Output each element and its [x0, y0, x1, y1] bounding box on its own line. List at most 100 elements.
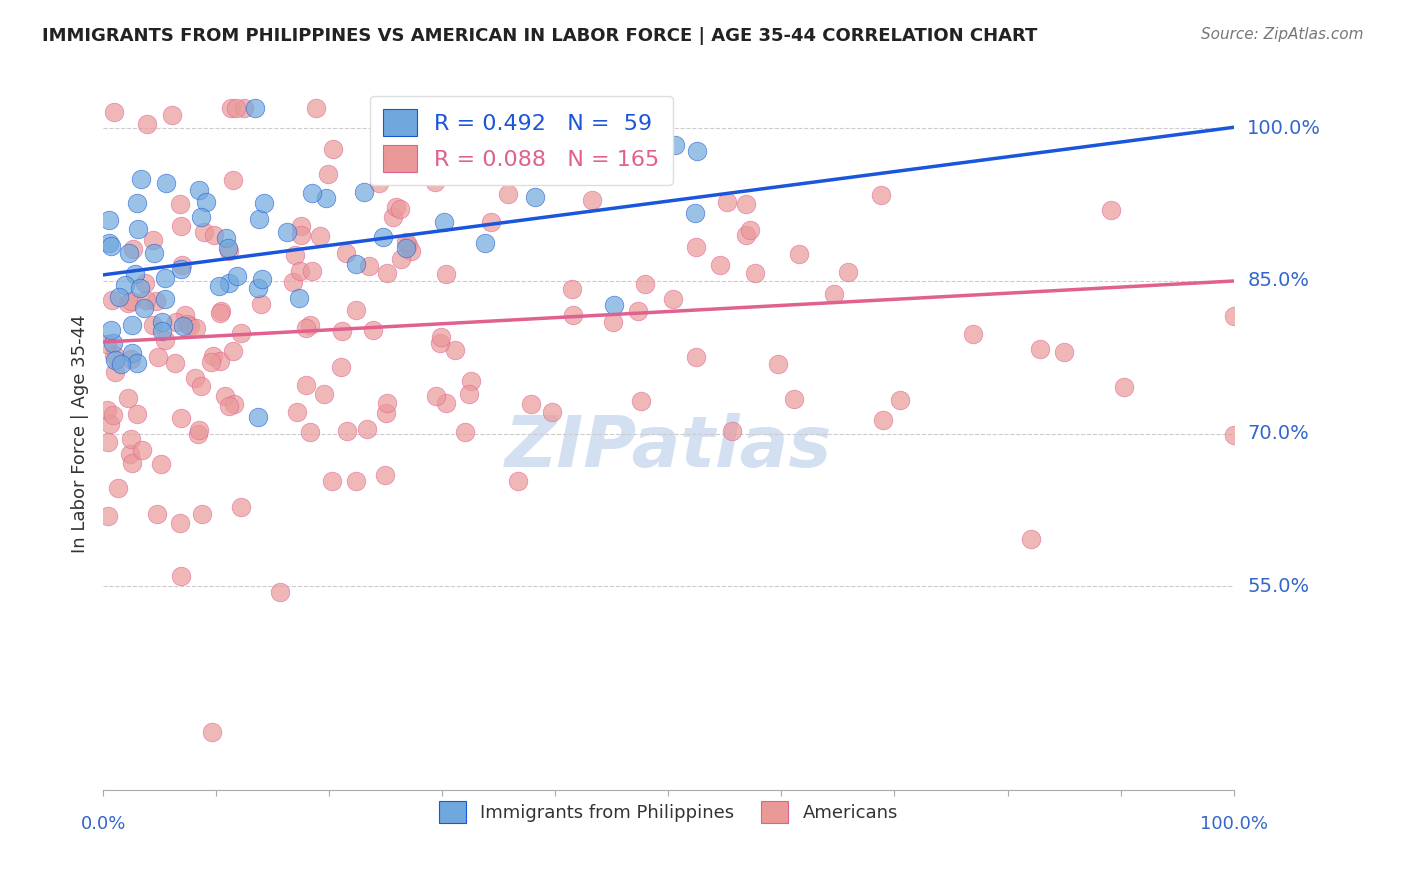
Point	[121, 318, 143, 332]
Point	[218, 277, 240, 291]
Point	[395, 241, 418, 255]
Point	[150, 457, 173, 471]
Point	[454, 425, 477, 439]
Point	[738, 223, 761, 237]
Point	[117, 391, 139, 405]
Point	[222, 397, 245, 411]
Point	[581, 193, 603, 207]
Point	[541, 404, 564, 418]
Point	[1222, 310, 1244, 324]
Point	[202, 350, 225, 364]
Point	[98, 417, 121, 432]
Y-axis label: In Labor Force | Age 35-44: In Labor Force | Age 35-44	[72, 314, 89, 553]
Point	[120, 352, 142, 367]
Point	[188, 183, 211, 197]
Point	[321, 474, 343, 488]
Point	[869, 188, 891, 202]
Point	[169, 410, 191, 425]
Point	[962, 327, 984, 342]
Point	[356, 422, 378, 436]
Point	[269, 585, 291, 599]
Point	[288, 263, 311, 277]
Point	[187, 423, 209, 437]
Point	[163, 356, 186, 370]
Point	[193, 226, 215, 240]
Text: ZIPatlas: ZIPatlas	[505, 413, 832, 483]
Point	[716, 194, 738, 209]
Point	[121, 346, 143, 360]
Point	[498, 187, 520, 202]
Point	[353, 186, 375, 200]
Point	[561, 282, 583, 296]
Point	[385, 143, 408, 157]
Point	[572, 115, 595, 129]
Point	[344, 257, 367, 271]
Point	[1019, 533, 1042, 547]
Point	[508, 474, 530, 488]
Point	[458, 387, 481, 401]
Point	[165, 315, 187, 329]
Point	[107, 481, 129, 495]
Point	[250, 271, 273, 285]
Point	[685, 350, 707, 364]
Point	[190, 210, 212, 224]
Point	[127, 355, 149, 369]
Text: 55.0%: 55.0%	[1247, 577, 1309, 596]
Point	[98, 236, 121, 251]
Point	[127, 222, 149, 236]
Point	[499, 144, 522, 158]
Point	[388, 202, 411, 216]
Point	[298, 425, 321, 439]
Point	[136, 117, 159, 131]
Point	[423, 175, 446, 189]
Point	[344, 303, 367, 318]
Point	[276, 225, 298, 239]
Point	[247, 212, 270, 227]
Point	[290, 219, 312, 233]
Point	[627, 303, 650, 318]
Point	[124, 268, 146, 282]
Point	[190, 507, 212, 521]
Point	[474, 128, 496, 142]
Point	[96, 337, 118, 351]
Point	[226, 269, 249, 284]
Point	[1222, 428, 1244, 442]
Point	[118, 447, 141, 461]
Point	[768, 357, 790, 371]
Point	[367, 176, 389, 190]
Legend: Immigrants from Philippines, Americans: Immigrants from Philippines, Americans	[432, 794, 905, 830]
Point	[214, 389, 236, 403]
Point	[103, 353, 125, 368]
Point	[287, 291, 309, 305]
Point	[229, 500, 252, 514]
Point	[218, 244, 240, 258]
Text: IMMIGRANTS FROM PHILIPPINES VS AMERICAN IN LABOR FORCE | AGE 35-44 CORRELATION C: IMMIGRANTS FROM PHILIPPINES VS AMERICAN …	[42, 27, 1038, 45]
Point	[96, 435, 118, 450]
Point	[524, 190, 547, 204]
Point	[686, 145, 709, 159]
Point	[357, 259, 380, 273]
Point	[396, 237, 419, 252]
Point	[685, 239, 707, 253]
Point	[117, 296, 139, 310]
Point	[561, 308, 583, 322]
Point	[434, 101, 457, 115]
Point	[225, 101, 247, 115]
Text: 100.0%: 100.0%	[1199, 815, 1268, 833]
Point	[127, 196, 149, 211]
Point	[153, 270, 176, 285]
Point	[709, 258, 731, 272]
Point	[195, 194, 218, 209]
Point	[474, 235, 496, 250]
Point	[789, 247, 811, 261]
Point	[479, 215, 502, 229]
Point	[735, 228, 758, 243]
Text: 85.0%: 85.0%	[1247, 271, 1309, 291]
Point	[100, 323, 122, 337]
Point	[399, 244, 422, 258]
Point	[179, 318, 201, 333]
Point	[214, 231, 236, 245]
Point	[201, 725, 224, 739]
Point	[412, 119, 434, 133]
Point	[1112, 380, 1135, 394]
